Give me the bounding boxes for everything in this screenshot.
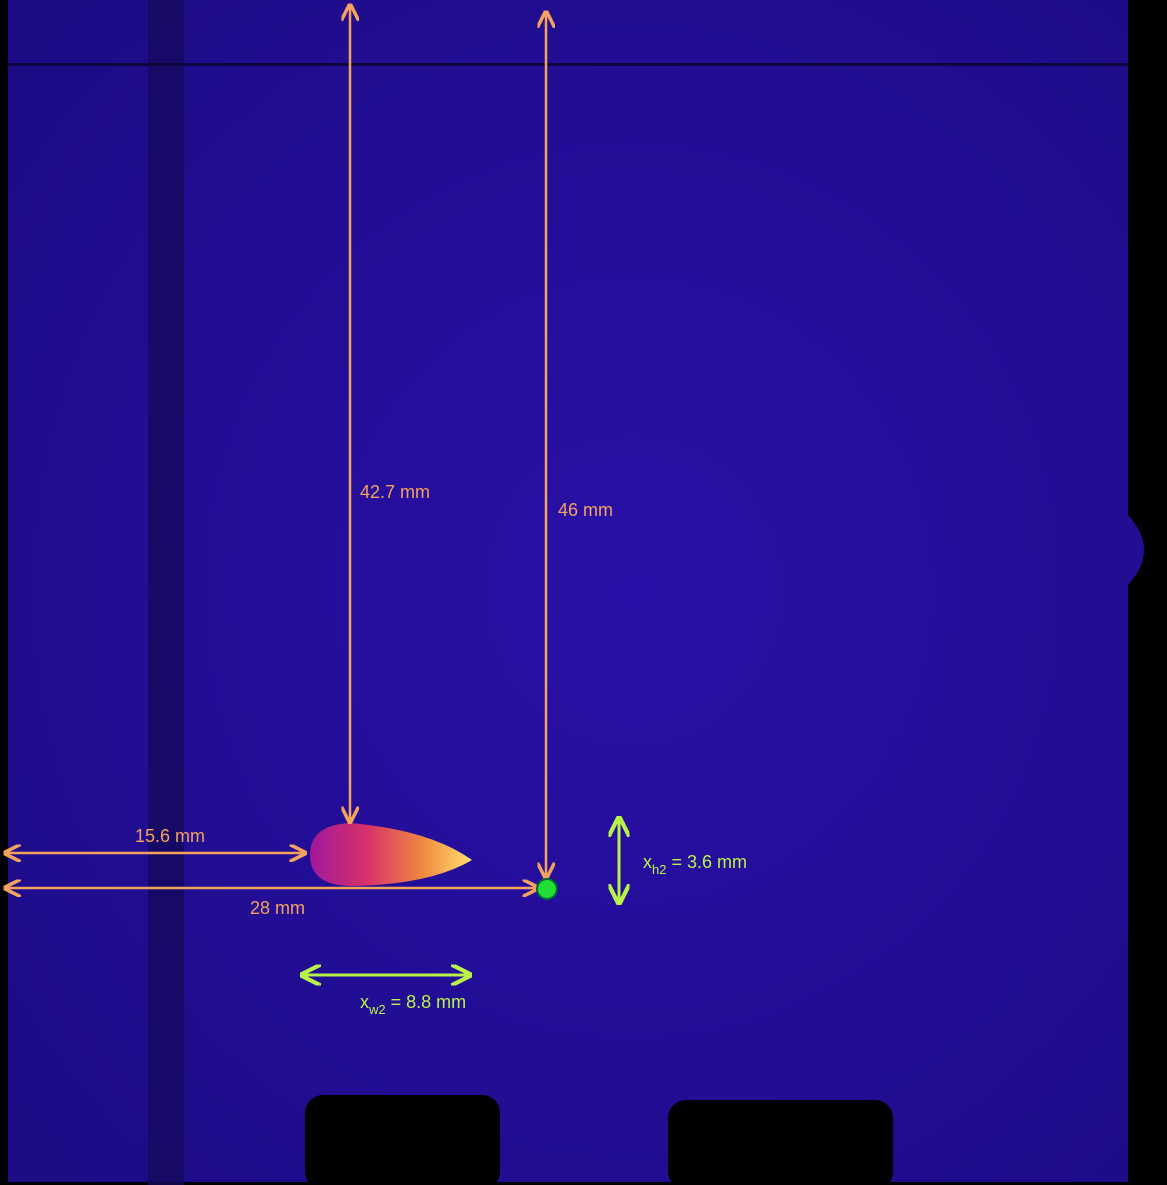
- symbol: x: [643, 852, 652, 872]
- image: 42.7 mm 46 mm 15.6 mm 28 mm xh2 = 3.6 mm…: [0, 0, 1167, 1185]
- label: 15.6 mm: [135, 826, 205, 846]
- label: 42.7 mm: [360, 482, 430, 502]
- dark-strip: [148, 0, 184, 1185]
- dark-line: [8, 63, 1128, 66]
- point: [537, 879, 557, 899]
- subscript: h2: [652, 862, 666, 877]
- bottom-block: [305, 1095, 500, 1185]
- value: = 3.6 mm: [666, 852, 747, 872]
- subscript: w2: [368, 1002, 386, 1017]
- label: 28 mm: [250, 898, 305, 918]
- bottom-block: [668, 1100, 893, 1185]
- page: {"annotations": { "height_to_flame": "42…: [0, 0, 1167, 1185]
- label: 46 mm: [558, 500, 613, 520]
- symbol: x: [360, 992, 369, 1012]
- value: = 8.8 mm: [386, 992, 467, 1012]
